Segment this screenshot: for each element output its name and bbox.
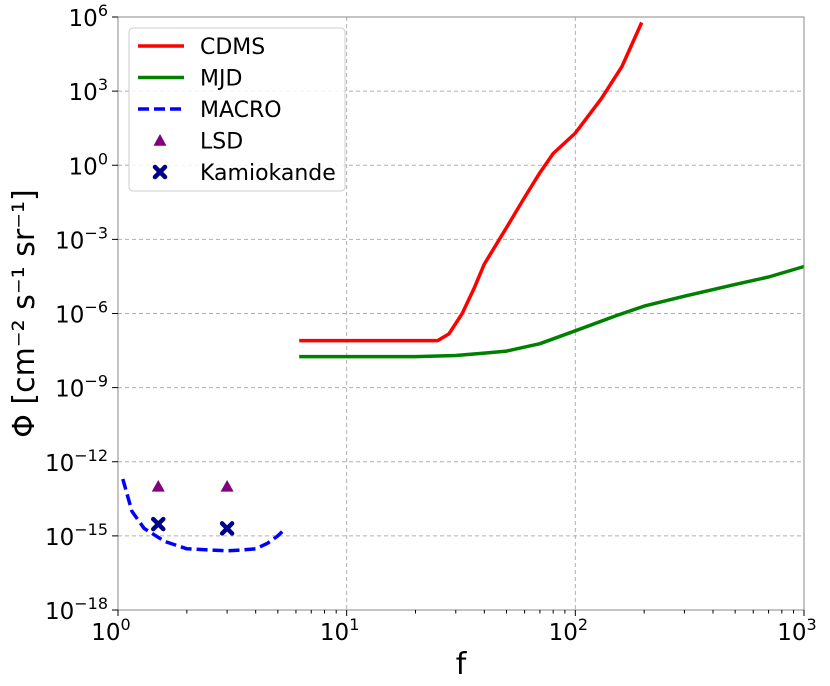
legend-swatch-kamiokande-stroke xyxy=(152,164,168,180)
legend-label-kamiokande: Kamiokande xyxy=(200,161,336,186)
y-axis-label: Φ [cm⁻² s⁻¹ sr⁻¹] xyxy=(7,189,42,438)
x-axis: 100 101 102 103 xyxy=(91,610,817,646)
series-layer xyxy=(121,21,805,553)
y-tick-label: 100 xyxy=(69,149,108,180)
x-tick-label: 100 xyxy=(91,615,130,646)
y-tick-label: 103 xyxy=(69,75,108,106)
legend-label-macro: MACRO xyxy=(200,98,282,123)
legend-entry-mjd: MJD xyxy=(138,67,242,92)
legend-label-cdms: CDMS xyxy=(200,35,265,60)
legend-entry-kamiokande: Kamiokande xyxy=(152,161,336,186)
x-tick-label: 101 xyxy=(320,615,359,646)
series-kamiokande-point-stroke xyxy=(219,521,235,536)
y-tick-label: 10−3 xyxy=(55,223,108,254)
legend: CDMS MJD MACRO LSD Kamiokande xyxy=(128,27,346,192)
legend-entry-macro: MACRO xyxy=(138,98,282,123)
legend-swatch-lsd xyxy=(153,134,167,146)
y-tick-label: 10−6 xyxy=(55,298,108,329)
x-axis-label: f xyxy=(456,647,468,682)
y-tick-label: 106 xyxy=(69,1,108,32)
legend-entry-lsd: LSD xyxy=(153,130,243,155)
legend-entry-cdms: CDMS xyxy=(138,35,265,60)
legend-label-mjd: MJD xyxy=(200,67,242,92)
x-tick-label: 102 xyxy=(549,615,588,646)
series-lsd-point xyxy=(220,479,234,492)
legend-swatch-kamiokande xyxy=(152,164,168,180)
y-tick-label: 10−18 xyxy=(45,594,108,625)
series-cdms-line xyxy=(299,21,644,343)
series-lsd-point xyxy=(151,479,165,492)
y-tick-label: 10−9 xyxy=(55,372,108,403)
series-kamiokande-point xyxy=(151,516,166,532)
y-axis: 10−18 10−15 10−12 10−9 10−6 10−3 100 103 106 xyxy=(45,1,118,625)
series-macro-line xyxy=(121,478,287,553)
y-tick-label: 10−12 xyxy=(45,446,108,477)
x-tick-label: 103 xyxy=(777,615,816,646)
series-kamiokande-point xyxy=(219,521,235,536)
series-mjd-line xyxy=(299,264,805,359)
y-tick-label: 10−15 xyxy=(45,520,108,551)
legend-box xyxy=(128,27,346,192)
legend-label-lsd: LSD xyxy=(200,130,243,155)
series-kamiokande-point-stroke xyxy=(151,516,166,532)
